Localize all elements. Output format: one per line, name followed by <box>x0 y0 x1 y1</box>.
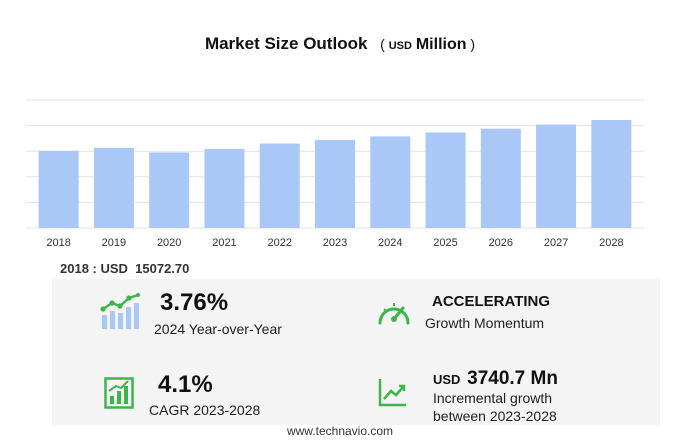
base-year-value: 2018 : USD 15072.70 <box>60 261 189 276</box>
momentum-value: ACCELERATING <box>432 293 551 310</box>
unit-label: Million <box>415 36 467 53</box>
unit-close-paren: ) <box>470 36 476 52</box>
base-year-label: 2018 : USD <box>60 261 128 276</box>
bar-2023 <box>315 139 355 228</box>
bar-2024 <box>370 136 411 228</box>
incremental-value-wrap: USD 3740.7 Mn <box>433 363 558 391</box>
x-tick-label: 2018 <box>46 237 70 249</box>
trend-line-icon <box>378 379 406 407</box>
bar-chart: 2018 2019 2020 2021 2022 2023 2024 2025 2026 2027… <box>26 99 644 249</box>
bar-2028 <box>591 119 632 228</box>
x-tick-label: 2019 <box>102 237 126 249</box>
unit-open-paren: ( <box>380 36 385 52</box>
x-tick-label: 2021 <box>212 237 236 249</box>
momentum-label: Growth Momentum <box>425 315 545 331</box>
growth-chart-icon <box>104 377 134 409</box>
title-unit: ( USD Million ) <box>380 36 476 53</box>
base-year-number: 15072.70 <box>135 261 190 276</box>
x-tick-label: 2020 <box>157 237 181 249</box>
x-tick-label: 2022 <box>267 237 291 249</box>
bar-2019 <box>93 147 134 228</box>
speedometer-icon <box>378 303 410 325</box>
unit-prefix: USD <box>388 40 412 52</box>
cagr-value: 4.1% <box>158 371 213 398</box>
title-text: Market Size Outlook <box>204 34 368 53</box>
x-tick-label: 2025 <box>433 237 457 249</box>
x-tick-label: 2023 <box>323 237 347 249</box>
yoy-value: 3.76% <box>160 289 229 316</box>
incremental-prefix: USD <box>433 372 461 387</box>
x-tick-label: 2026 <box>489 237 513 249</box>
bar-2020 <box>149 152 190 228</box>
x-tick-label: 2027 <box>544 237 568 249</box>
incremental-label-2: between 2023-2028 <box>433 408 557 424</box>
source-footer: www.technavio.com <box>286 424 394 438</box>
bar-2018 <box>38 150 79 228</box>
bar-growth-icon <box>100 293 140 329</box>
chart-title: Market Size Outlook ( USD Million ) <box>0 34 680 54</box>
bar-2021 <box>204 148 245 228</box>
x-tick-label: 2028 <box>599 237 623 249</box>
bar-2026 <box>480 128 521 228</box>
x-tick-label: 2024 <box>378 237 402 249</box>
bar-2022 <box>259 143 300 228</box>
yoy-label: 2024 Year-over-Year <box>154 321 282 337</box>
bar-2025 <box>425 132 466 228</box>
incremental-label-1: Incremental growth <box>433 390 553 406</box>
cagr-label: CAGR 2023-2028 <box>149 402 261 418</box>
incremental-value: 3740.7 Mn <box>467 368 558 389</box>
bar-2027 <box>536 124 577 228</box>
stats-panel: 3.76% 2024 Year-over-Year ACCELERATING G… <box>52 279 660 425</box>
